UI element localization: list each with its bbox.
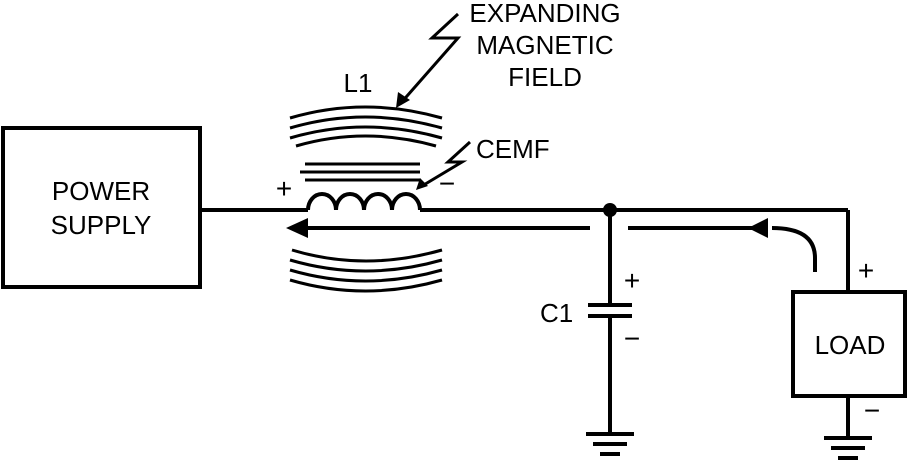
field-arc-bottom-3 bbox=[289, 268, 443, 283]
field-label-line3: FIELD bbox=[508, 62, 582, 92]
inductor-coil bbox=[306, 192, 422, 211]
load-minus-sign: − bbox=[864, 395, 880, 426]
field-label-line1: EXPANDING bbox=[469, 0, 620, 28]
current-curved-arrow bbox=[771, 226, 817, 272]
capacitor-plus-sign: + bbox=[624, 265, 640, 296]
power-supply-label-line2: SUPPLY bbox=[51, 210, 152, 240]
field-arc-top-3 bbox=[289, 125, 443, 140]
inductor-label: L1 bbox=[344, 68, 373, 98]
capacitor-ground-symbol bbox=[586, 432, 634, 456]
field-arc-bottom-4 bbox=[289, 278, 443, 293]
field-label-line2: MAGNETIC bbox=[476, 30, 613, 60]
current-flow-arrowhead bbox=[286, 218, 308, 238]
field-pointer-arrowhead bbox=[396, 92, 410, 108]
capacitor-label: C1 bbox=[540, 298, 573, 328]
field-pointer-squiggle bbox=[398, 12, 462, 105]
field-arc-bottom-1 bbox=[291, 248, 443, 263]
power-supply-box bbox=[1, 126, 202, 289]
current-curved-arrowhead bbox=[748, 218, 768, 238]
inductor-plus-sign: + bbox=[276, 173, 292, 204]
load-label: LOAD bbox=[815, 330, 886, 360]
power-supply-label-line1: POWER bbox=[52, 176, 150, 206]
capacitor-minus-sign: − bbox=[624, 323, 640, 354]
field-arc-top-4 bbox=[295, 134, 437, 148]
cemf-label: CEMF bbox=[476, 134, 550, 164]
cemf-pointer-squiggle bbox=[421, 140, 472, 188]
load-plus-sign: + bbox=[858, 255, 874, 286]
field-arc-top-1 bbox=[289, 105, 443, 120]
field-arc-top-2 bbox=[289, 115, 443, 130]
field-arc-bottom-2 bbox=[289, 258, 443, 273]
cemf-pointer-arrowhead bbox=[416, 178, 428, 190]
load-ground-symbol bbox=[824, 436, 872, 460]
inductor-minus-sign: − bbox=[439, 168, 455, 199]
